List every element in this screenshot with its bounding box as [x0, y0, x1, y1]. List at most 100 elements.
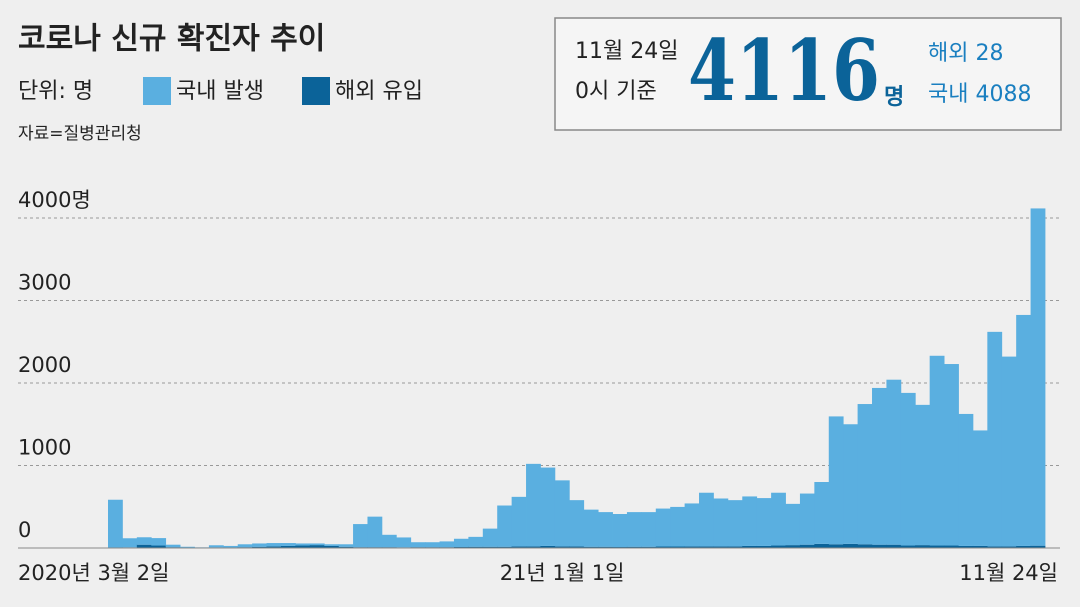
bar-segment [958, 545, 974, 548]
bar-segment [915, 545, 931, 548]
bar-segment [338, 544, 354, 547]
bar-segment [944, 364, 959, 546]
bar-segment [554, 546, 570, 548]
bar-segment [987, 331, 1003, 547]
bar-segment [655, 508, 671, 547]
headline-overseas: 해외 28 [928, 41, 1003, 66]
bar-segment [309, 543, 325, 546]
bar-segment [468, 536, 484, 547]
bar-segment [324, 544, 340, 546]
bar-segment [727, 546, 743, 548]
legend-label: 해외 유입 [335, 79, 423, 104]
bar-segment [1001, 546, 1017, 548]
bar-segment [223, 545, 239, 548]
bar-segment [771, 492, 786, 546]
legend-swatch [302, 77, 330, 105]
bar-segment [598, 512, 613, 547]
legend-swatch [143, 77, 171, 105]
bar-segment [266, 546, 282, 548]
bar-segment [381, 534, 397, 548]
bar-segment [1016, 545, 1031, 548]
bar-segment [684, 546, 700, 548]
bar-segment [626, 512, 642, 547]
bar-segment [814, 543, 830, 548]
bar-segment [771, 545, 786, 548]
bar-segment [756, 498, 772, 546]
bar-segment [237, 544, 253, 548]
bar-segment [497, 505, 513, 547]
bar-segment [136, 537, 152, 545]
bar-segment [136, 544, 152, 548]
headline-unit: 명 [884, 85, 904, 110]
bar-segment [468, 546, 484, 548]
bar-segment [497, 546, 513, 548]
bar-segment [295, 545, 311, 548]
bar-segment [598, 546, 613, 548]
bar-segment [987, 546, 1003, 548]
bar-segment [180, 546, 195, 548]
bar-segment [511, 496, 527, 547]
bar-segment [828, 416, 844, 545]
bar-segment [569, 546, 585, 548]
x-tick-label: 2020년 3월 2일 [18, 561, 169, 585]
bar-segment [713, 498, 729, 547]
bar-segment [785, 503, 801, 546]
headline-domestic: 국내 4088 [928, 82, 1031, 107]
bar-segment [799, 544, 815, 548]
bar-segment [151, 538, 167, 546]
bar-segment [785, 545, 801, 548]
bar-segment [886, 544, 902, 548]
bar-segment [929, 545, 945, 548]
bar-segment [396, 537, 412, 548]
bar-segment [367, 516, 383, 548]
bar-segment [727, 500, 743, 547]
bar-segment [439, 541, 455, 548]
bar-segment [410, 542, 426, 548]
bar-segment [641, 512, 657, 547]
bar-segment [569, 500, 585, 547]
bar-segment [944, 545, 959, 548]
bar-segment [857, 544, 873, 548]
bar-segment [626, 546, 642, 548]
bar-segment [482, 546, 498, 548]
bar-segment [900, 392, 916, 546]
bar-segment [165, 544, 181, 548]
bar-segment [742, 545, 758, 548]
bar-segment [252, 546, 267, 548]
bar-segment [843, 424, 858, 544]
bar-segment [108, 499, 123, 548]
bar-segment [540, 467, 556, 546]
y-tick-label: 0 [18, 518, 31, 542]
bar-segment [526, 463, 541, 547]
y-tick-label: 1000 [18, 436, 71, 460]
bar-segment [670, 546, 686, 548]
bar-segment [425, 542, 440, 548]
bar-segment [972, 545, 988, 548]
bar-segment [554, 480, 570, 547]
bar-segment [1016, 314, 1031, 546]
bar-segment [929, 355, 945, 546]
bar-segment [482, 528, 498, 547]
bar-segment [872, 544, 887, 548]
unit-label: 단위: 명 [18, 79, 93, 104]
bar-segment [886, 379, 902, 545]
bar-segment [151, 545, 167, 548]
bar-segment [1001, 356, 1017, 547]
y-tick-label: 2000 [18, 353, 71, 377]
bar-segment [1030, 208, 1046, 546]
bar-segment [208, 545, 224, 548]
bar-segment [756, 545, 772, 548]
bar-segment [353, 524, 368, 548]
bar-segment [453, 538, 469, 548]
bar-segment [699, 546, 714, 548]
bar-segment [266, 543, 282, 547]
bar-segment [713, 546, 729, 548]
bar-segment [872, 387, 887, 545]
bar-segment [122, 538, 138, 548]
bar-segment [915, 404, 931, 546]
bar-segment [1030, 545, 1046, 548]
headline-box [554, 17, 1062, 131]
bar-segment [900, 545, 916, 548]
chart-title: 코로나 신규 확진자 추이 [18, 22, 325, 57]
